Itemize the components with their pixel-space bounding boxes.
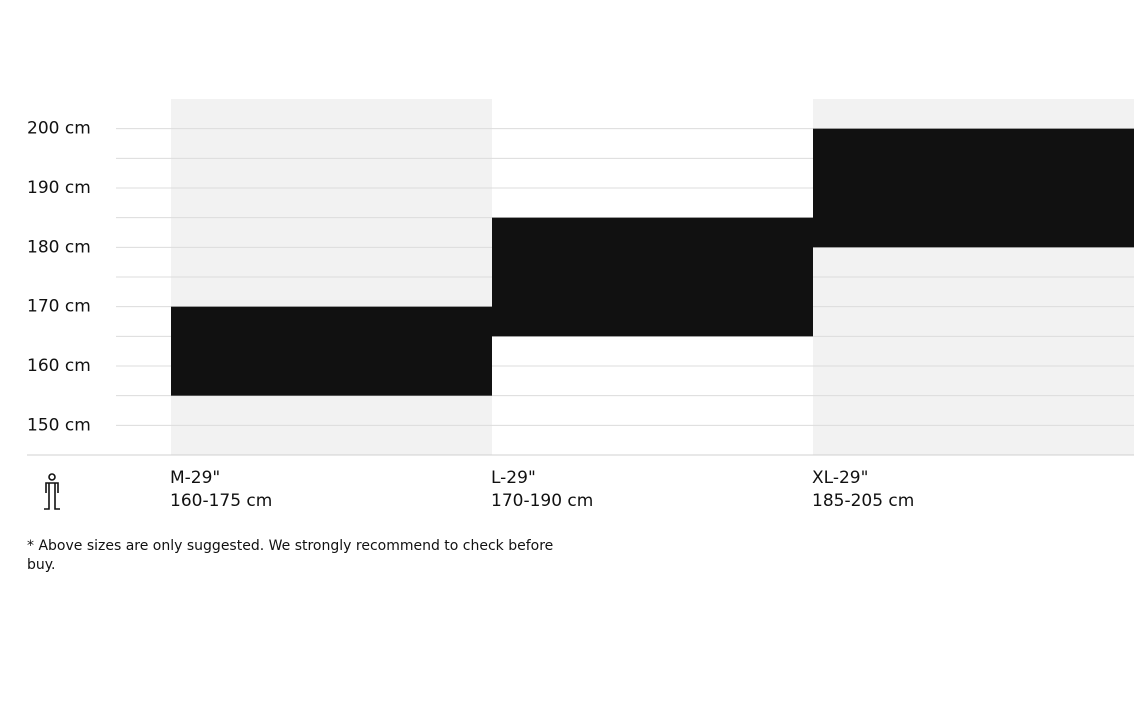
y-tick-label: 180 cm — [27, 237, 91, 257]
y-tick-label: 160 cm — [27, 356, 91, 376]
y-tick-label: 200 cm — [27, 119, 91, 139]
size-range-label: 170-190 cm — [491, 491, 593, 511]
y-tick-label: 190 cm — [27, 178, 91, 198]
y-tick-label: 170 cm — [27, 297, 91, 317]
size-range-label: 160-175 cm — [170, 491, 272, 511]
bar — [813, 128, 1134, 248]
bar — [492, 217, 813, 337]
x-tick-label: L-29" — [491, 468, 536, 488]
y-tick-label: 150 cm — [27, 415, 91, 435]
x-tick-label: M-29" — [170, 468, 220, 488]
height-icon — [44, 473, 60, 510]
size-range-label: 185-205 cm — [812, 491, 914, 511]
x-tick-label: XL-29" — [812, 468, 868, 488]
bar — [171, 306, 492, 396]
footnote: * Above sizes are only suggested. We str… — [27, 538, 554, 573]
